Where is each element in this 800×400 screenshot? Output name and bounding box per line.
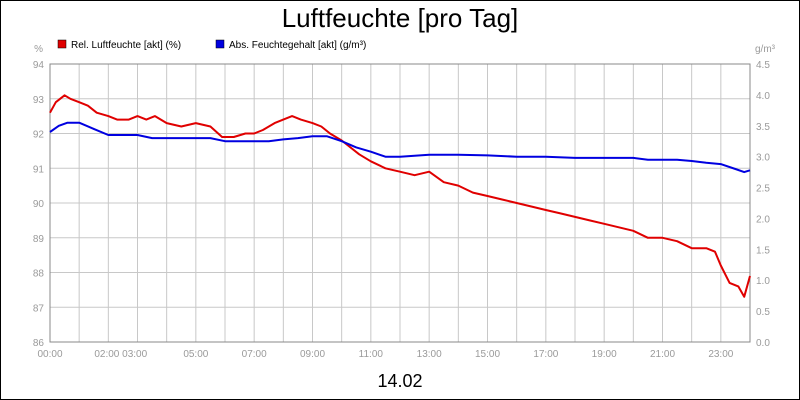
left-tick-label: 94 <box>33 60 45 71</box>
left-tick-label: 91 <box>33 164 45 175</box>
series-line <box>49 94 751 298</box>
legend-label: Abs. Feuchtegehalt [akt] (g/m³) <box>229 40 366 51</box>
right-tick-label: 4.5 <box>756 60 770 71</box>
x-tick-label: 00:00 <box>37 349 62 360</box>
left-tick-label: 90 <box>33 199 45 210</box>
plot-area-border <box>49 63 751 343</box>
x-tick-label: 15:00 <box>475 349 500 360</box>
x-tick-label: 05:00 <box>183 349 208 360</box>
right-tick-label: 0.0 <box>756 338 770 349</box>
left-tick-label: 88 <box>33 269 45 280</box>
x-tick-label: 09:00 <box>300 349 325 360</box>
legend-swatch <box>57 39 67 49</box>
right-tick-label: 3.5 <box>756 122 770 133</box>
x-tick-label: 13:00 <box>417 349 442 360</box>
left-tick-label: 86 <box>33 338 45 349</box>
chart-grid <box>50 64 750 342</box>
right-tick-label: 2.5 <box>756 184 770 195</box>
x-tick-label: 19:00 <box>592 349 617 360</box>
legend-swatch <box>215 39 225 49</box>
left-tick-label: 89 <box>33 234 45 245</box>
right-axis-ticks: 0.0 0.5 1.0 1.5 2.0 2.5 3.0 3.5 4.0 4.5 <box>756 60 770 349</box>
x-axis-ticks: 00:00 02:00 03:00 05:00 07:00 09:00 11:00 13:0… <box>37 349 733 360</box>
left-axis-ticks: 86 87 88 89 90 91 92 93 94 <box>33 60 45 349</box>
x-tick-label: 07:00 <box>242 349 267 360</box>
left-tick-label: 92 <box>33 130 45 141</box>
right-tick-label: 2.0 <box>756 214 770 225</box>
series-layer <box>49 94 751 298</box>
right-tick-label: 1.0 <box>756 276 770 287</box>
right-tick-label: 4.0 <box>756 91 770 102</box>
x-tick-label: 02:00 03:00 <box>94 349 147 360</box>
x-tick-label: 17:00 <box>533 349 558 360</box>
chart-title: Luftfeuchte [pro Tag] <box>282 3 519 33</box>
left-axis-unit: % <box>34 44 43 55</box>
x-axis-date-label: 14.02 <box>377 371 422 391</box>
x-tick-label: 21:00 <box>650 349 675 360</box>
right-axis-unit: g/m³ <box>755 44 776 55</box>
series-line <box>49 121 751 174</box>
right-tick-label: 1.5 <box>756 245 770 256</box>
x-tick-label: 11:00 <box>359 349 384 360</box>
left-tick-label: 93 <box>33 95 45 106</box>
right-tick-label: 3.0 <box>756 153 770 164</box>
legend-label: Rel. Luftfeuchte [akt] (%) <box>71 40 181 51</box>
chart-legend: Rel. Luftfeuchte [akt] (%) Abs. Feuchtege… <box>57 39 366 51</box>
left-tick-label: 87 <box>33 303 45 314</box>
right-tick-label: 0.5 <box>756 307 770 318</box>
x-tick-label: 23:00 <box>708 349 733 360</box>
